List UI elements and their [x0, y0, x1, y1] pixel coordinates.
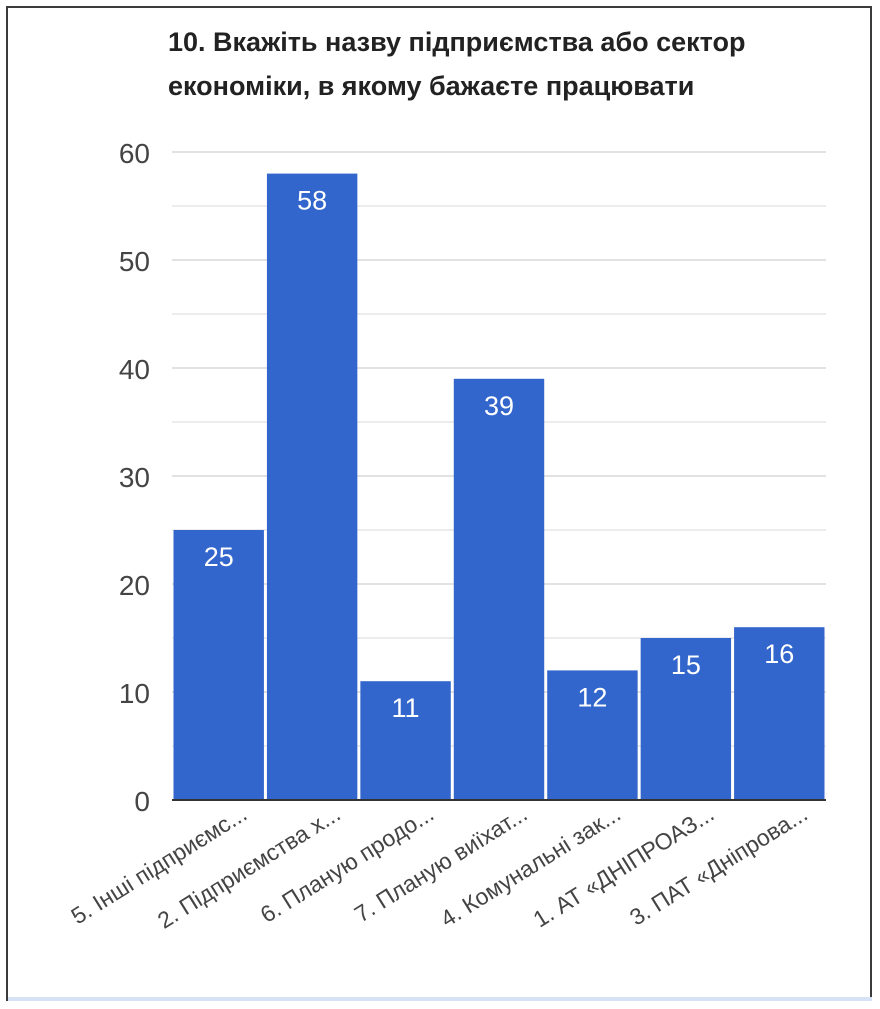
data-labels: 25 58 11 39 12 15 16 — [204, 186, 795, 724]
bar — [453, 378, 545, 800]
y-tick-label: 50 — [119, 246, 150, 277]
y-tick-label: 10 — [119, 678, 150, 709]
bar — [360, 681, 451, 800]
data-label: 25 — [204, 542, 234, 572]
x-tick-label: 6. Планую продо... — [256, 800, 439, 928]
bar — [640, 638, 732, 800]
data-label: 12 — [577, 682, 607, 712]
data-label: 15 — [671, 650, 701, 680]
bar — [266, 173, 358, 801]
chart-title: 10. Вкажіть назву підприємства або секто… — [168, 27, 746, 101]
y-tick-label: 20 — [119, 570, 150, 601]
bar — [173, 530, 264, 800]
bars — [173, 173, 825, 801]
bottom-strip — [8, 997, 872, 1001]
data-label: 58 — [297, 186, 327, 216]
data-label: 39 — [484, 391, 514, 421]
y-tick-label: 0 — [134, 786, 150, 817]
y-axis-ticks: 0 10 20 30 40 50 60 — [119, 138, 150, 817]
y-tick-label: 60 — [119, 138, 150, 169]
y-tick-label: 30 — [119, 462, 150, 493]
chart-frame — [6, 6, 872, 1001]
y-tick-label: 40 — [119, 354, 150, 385]
bar — [734, 627, 825, 800]
data-label: 11 — [392, 693, 420, 723]
data-label: 16 — [764, 639, 794, 669]
bar — [547, 670, 638, 800]
x-tick-label: 3. ПАТ «Дніпрова... — [625, 800, 812, 930]
x-axis-ticks: 5. Інші підприємс...2. Підприємства х...… — [66, 800, 812, 933]
